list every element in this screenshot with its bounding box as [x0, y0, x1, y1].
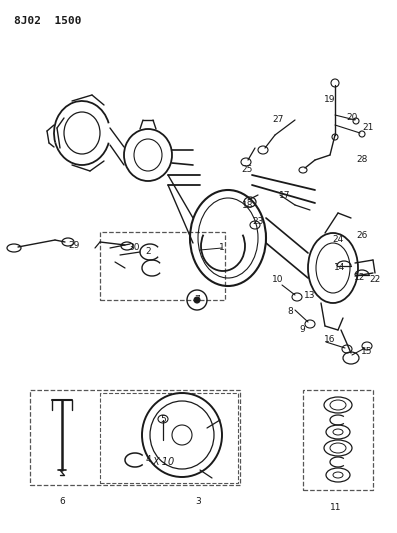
Ellipse shape [194, 297, 200, 303]
Text: 24: 24 [332, 236, 344, 245]
Text: 27: 27 [272, 116, 284, 125]
Text: 1: 1 [219, 243, 225, 252]
Text: 25: 25 [241, 166, 252, 174]
Bar [100, 393, 238, 483]
Text: 22: 22 [369, 276, 381, 285]
Text: 9: 9 [299, 326, 305, 335]
Text: 23: 23 [252, 217, 264, 227]
Text: X 10: X 10 [152, 457, 174, 467]
Text: 12: 12 [354, 273, 366, 282]
Text: 6: 6 [59, 497, 65, 506]
Text: 16: 16 [324, 335, 336, 344]
Text: 8: 8 [287, 308, 293, 317]
Text: 28: 28 [357, 156, 368, 165]
Text: 26: 26 [357, 230, 368, 239]
Text: 21: 21 [362, 124, 374, 133]
Text: 13: 13 [304, 290, 316, 300]
Text: 11: 11 [330, 504, 342, 513]
Text: 3: 3 [195, 497, 201, 506]
Text: 15: 15 [361, 348, 373, 357]
Text: 14: 14 [334, 263, 346, 272]
Bar [303, 390, 373, 490]
Text: 4: 4 [145, 456, 151, 464]
Text: 18: 18 [242, 200, 254, 209]
Text: 17: 17 [279, 190, 291, 199]
Text: 8J02  1500: 8J02 1500 [14, 16, 81, 26]
Text: 29: 29 [68, 240, 80, 249]
Text: 10: 10 [272, 276, 284, 285]
Text: 7: 7 [194, 295, 200, 304]
Text: 5: 5 [160, 416, 166, 424]
Text: 30: 30 [128, 244, 140, 253]
Text: 20: 20 [346, 114, 358, 123]
Text: 2: 2 [145, 247, 151, 256]
Bar [100, 232, 225, 300]
Bar [30, 390, 240, 485]
Text: 19: 19 [324, 95, 336, 104]
